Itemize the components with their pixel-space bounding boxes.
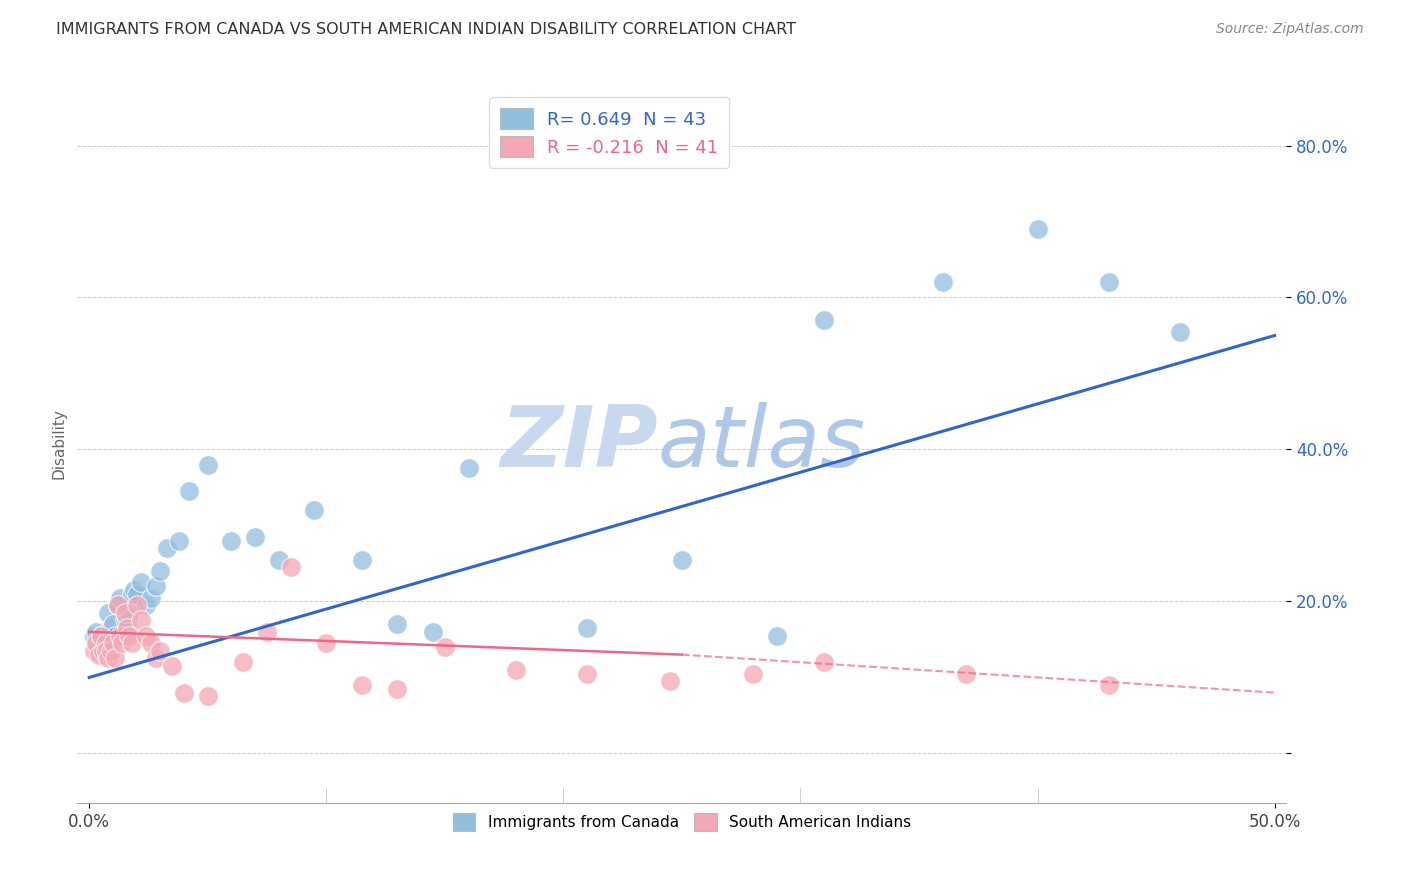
Point bbox=[350, 678, 373, 692]
Point bbox=[139, 591, 162, 605]
Point bbox=[197, 690, 219, 704]
Point bbox=[93, 636, 115, 650]
Point bbox=[280, 560, 302, 574]
Point bbox=[115, 614, 138, 628]
Point bbox=[177, 484, 200, 499]
Point bbox=[169, 533, 191, 548]
Point bbox=[94, 644, 117, 658]
Point bbox=[197, 458, 219, 472]
Point bbox=[135, 599, 157, 613]
Point bbox=[505, 663, 527, 677]
Point bbox=[118, 606, 141, 620]
Point bbox=[107, 599, 129, 613]
Point bbox=[125, 599, 148, 613]
Point bbox=[742, 666, 765, 681]
Point bbox=[101, 617, 124, 632]
Point bbox=[93, 644, 115, 658]
Point bbox=[122, 582, 145, 597]
Point bbox=[145, 579, 167, 593]
Point bbox=[131, 575, 153, 590]
Point bbox=[422, 624, 444, 639]
Point bbox=[813, 313, 835, 327]
Point bbox=[118, 629, 141, 643]
Point bbox=[387, 681, 409, 696]
Point bbox=[94, 636, 117, 650]
Point bbox=[83, 629, 105, 643]
Point bbox=[108, 591, 131, 605]
Text: IMMIGRANTS FROM CANADA VS SOUTH AMERICAN INDIAN DISABILITY CORRELATION CHART: IMMIGRANTS FROM CANADA VS SOUTH AMERICAN… bbox=[56, 22, 796, 37]
Point bbox=[107, 599, 129, 613]
Point bbox=[315, 636, 337, 650]
Point bbox=[576, 666, 599, 681]
Point bbox=[671, 552, 693, 566]
Point bbox=[931, 275, 953, 289]
Point bbox=[156, 541, 179, 556]
Point bbox=[114, 606, 136, 620]
Text: atlas: atlas bbox=[658, 402, 866, 485]
Point bbox=[87, 640, 110, 654]
Y-axis label: Disability: Disability bbox=[51, 409, 66, 479]
Point bbox=[125, 587, 148, 601]
Point bbox=[111, 636, 134, 650]
Point bbox=[83, 644, 105, 658]
Point bbox=[576, 621, 599, 635]
Text: ZIP: ZIP bbox=[501, 402, 658, 485]
Point bbox=[90, 629, 112, 643]
Point bbox=[104, 629, 127, 643]
Point bbox=[350, 552, 373, 566]
Point bbox=[955, 666, 977, 681]
Point bbox=[173, 685, 195, 699]
Text: Source: ZipAtlas.com: Source: ZipAtlas.com bbox=[1216, 22, 1364, 37]
Point bbox=[94, 644, 117, 658]
Point bbox=[139, 636, 162, 650]
Point bbox=[100, 621, 122, 635]
Point bbox=[304, 503, 326, 517]
Point bbox=[149, 644, 172, 658]
Point bbox=[97, 651, 120, 665]
Point bbox=[84, 636, 107, 650]
Point bbox=[84, 624, 107, 639]
Point bbox=[114, 614, 136, 628]
Point bbox=[149, 564, 172, 578]
Point bbox=[121, 636, 143, 650]
Point bbox=[131, 614, 153, 628]
Point bbox=[457, 461, 479, 475]
Legend: Immigrants from Canada, South American Indians: Immigrants from Canada, South American I… bbox=[444, 805, 920, 838]
Point bbox=[160, 659, 183, 673]
Point bbox=[108, 629, 131, 643]
Point bbox=[659, 674, 682, 689]
Point bbox=[104, 651, 127, 665]
Point bbox=[101, 636, 124, 650]
Point bbox=[433, 640, 456, 654]
Point bbox=[243, 530, 266, 544]
Point bbox=[221, 533, 243, 548]
Point bbox=[387, 617, 409, 632]
Point bbox=[267, 552, 290, 566]
Point bbox=[813, 655, 835, 669]
Point bbox=[1026, 222, 1049, 236]
Point bbox=[1098, 678, 1121, 692]
Point bbox=[115, 621, 138, 635]
Point bbox=[90, 629, 112, 643]
Point bbox=[121, 587, 143, 601]
Point bbox=[1098, 275, 1121, 289]
Point bbox=[97, 606, 120, 620]
Point bbox=[145, 651, 167, 665]
Point bbox=[1168, 325, 1191, 339]
Point bbox=[765, 629, 787, 643]
Point bbox=[87, 648, 110, 662]
Point bbox=[135, 629, 157, 643]
Point bbox=[100, 644, 122, 658]
Point bbox=[256, 624, 278, 639]
Point bbox=[232, 655, 254, 669]
